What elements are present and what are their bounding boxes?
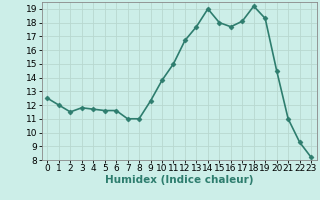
X-axis label: Humidex (Indice chaleur): Humidex (Indice chaleur) xyxy=(105,175,253,185)
